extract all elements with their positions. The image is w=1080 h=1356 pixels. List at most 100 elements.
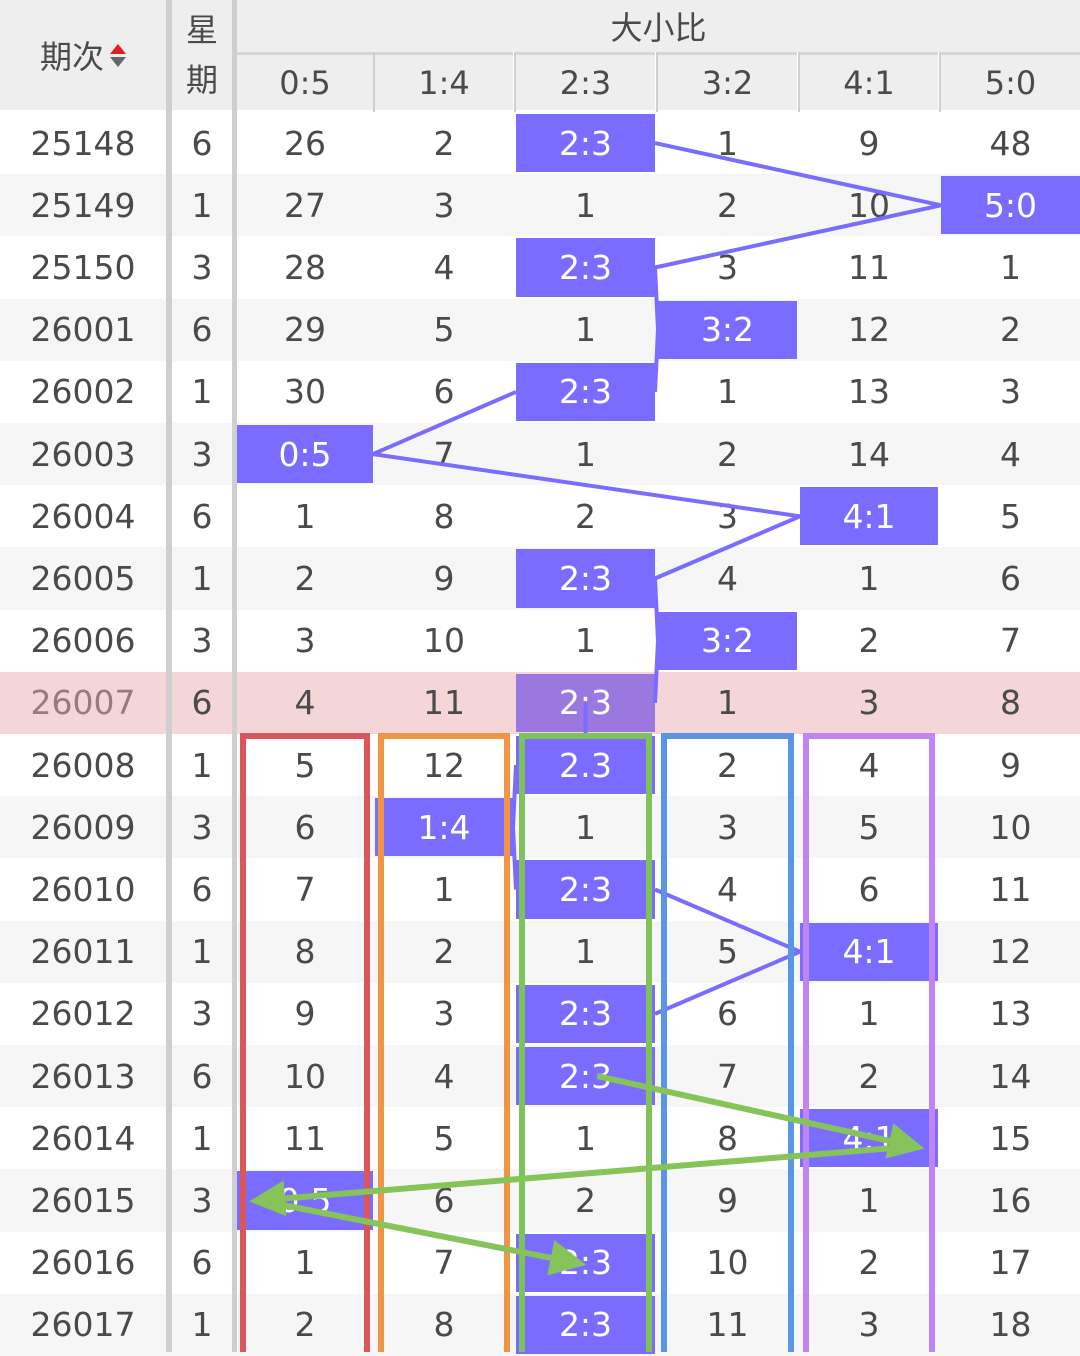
miss-count-cell: 4 <box>1000 434 1021 474</box>
miss-count-cell: 48 <box>989 123 1032 163</box>
miss-count-cell: 9 <box>294 994 316 1034</box>
weekday-cell: 6 <box>191 310 213 350</box>
miss-count-cell: 2 <box>1000 310 1021 350</box>
period-cell: 26002 <box>30 372 136 412</box>
period-header-label: 期次 <box>39 38 104 76</box>
miss-count-cell: 11 <box>706 1305 749 1345</box>
miss-count-cell: 8 <box>294 932 316 972</box>
period-column-header[interactable]: 期次 <box>0 0 166 110</box>
miss-count-cell: 9 <box>1000 745 1021 785</box>
miss-count-cell: 7 <box>717 1056 738 1096</box>
hit-ratio-cell: 1:4 <box>375 798 513 857</box>
period-cell: 26016 <box>30 1243 136 1283</box>
miss-count-cell: 2 <box>294 1305 316 1345</box>
miss-count-cell: 6 <box>433 372 455 412</box>
miss-count-cell: 7 <box>1000 621 1021 661</box>
weekday-cell: 1 <box>191 372 213 412</box>
sort-icon[interactable] <box>110 43 126 67</box>
ratio-group-header: 大小比 <box>237 0 1080 52</box>
miss-count-cell: 1 <box>433 869 455 909</box>
hit-ratio-cell: 3:2 <box>658 611 797 670</box>
hit-ratio-cell: 0:5 <box>237 1171 373 1230</box>
miss-count-cell: 16 <box>989 1180 1032 1220</box>
period-cell: 26007 <box>30 683 136 723</box>
miss-count-cell: 4 <box>717 869 738 909</box>
miss-count-cell: 9 <box>858 123 880 163</box>
column-divider <box>939 52 941 112</box>
miss-count-cell: 10 <box>284 1056 326 1096</box>
miss-count-cell: 9 <box>433 558 455 598</box>
miss-count-cell: 6 <box>858 869 880 909</box>
period-cell: 26010 <box>30 869 136 909</box>
miss-count-cell: 3 <box>858 683 880 723</box>
miss-count-cell: 6 <box>294 807 316 847</box>
weekday-cell: 1 <box>191 932 213 972</box>
weekday-column-header: 星 期 <box>171 0 233 110</box>
miss-count-cell: 11 <box>848 247 890 287</box>
miss-count-cell: 2 <box>575 496 596 536</box>
miss-count-cell: 3 <box>717 496 738 536</box>
miss-count-cell: 5 <box>433 1118 455 1158</box>
miss-count-cell: 11 <box>284 1118 326 1158</box>
miss-count-cell: 6 <box>1000 558 1021 598</box>
hit-ratio-cell: 2:3 <box>516 362 655 421</box>
miss-count-cell: 2 <box>433 932 455 972</box>
miss-count-cell: 1 <box>717 683 738 723</box>
hit-ratio-cell: 4:1 <box>800 1109 938 1168</box>
miss-count-cell: 6 <box>717 994 738 1034</box>
weekday-cell: 1 <box>191 558 213 598</box>
miss-count-cell: 10 <box>848 185 890 225</box>
miss-count-cell: 2 <box>858 621 880 661</box>
miss-count-cell: 2 <box>858 1243 880 1283</box>
weekday-header-bottom: 期 <box>185 61 218 99</box>
miss-count-cell: 11 <box>423 683 465 723</box>
miss-count-cell: 1 <box>575 434 596 474</box>
period-cell: 25150 <box>30 247 136 287</box>
miss-count-cell: 1 <box>1000 247 1021 287</box>
period-cell: 26006 <box>30 621 136 661</box>
period-cell: 26013 <box>30 1056 136 1096</box>
hit-ratio-cell: 2:3 <box>516 238 655 297</box>
hit-ratio-cell: 0:5 <box>237 425 373 484</box>
miss-count-cell: 9 <box>717 1180 738 1220</box>
miss-count-cell: 17 <box>989 1243 1032 1283</box>
hit-ratio-cell: 2:3 <box>516 114 655 173</box>
weekday-cell: 3 <box>191 434 213 474</box>
miss-count-cell: 12 <box>989 932 1032 972</box>
table-row <box>0 609 1080 672</box>
miss-count-cell: 1 <box>717 372 738 412</box>
weekday-cell: 1 <box>191 1305 213 1345</box>
miss-count-cell: 2 <box>717 434 738 474</box>
weekday-cell: 1 <box>191 1118 213 1158</box>
weekday-cell: 6 <box>191 1056 213 1096</box>
ratio-column-header: 2:3 <box>516 52 655 110</box>
miss-count-cell: 2 <box>433 123 455 163</box>
miss-count-cell: 1 <box>575 807 596 847</box>
period-cell: 26015 <box>30 1180 136 1220</box>
weekday-cell: 6 <box>191 1243 213 1283</box>
miss-count-cell: 10 <box>989 807 1032 847</box>
miss-count-cell: 8 <box>1000 683 1021 723</box>
miss-count-cell: 29 <box>284 310 326 350</box>
weekday-cell: 3 <box>191 621 213 661</box>
miss-count-cell: 27 <box>284 185 326 225</box>
miss-count-cell: 12 <box>423 745 465 785</box>
period-cell: 25148 <box>30 123 136 163</box>
miss-count-cell: 26 <box>284 123 326 163</box>
miss-count-cell: 1 <box>575 932 596 972</box>
miss-count-cell: 2 <box>717 185 738 225</box>
weekday-cell: 3 <box>191 1180 213 1220</box>
hit-ratio-cell: 2:3 <box>516 673 655 732</box>
period-cell: 25149 <box>30 185 136 225</box>
weekday-cell: 3 <box>191 247 213 287</box>
miss-count-cell: 3 <box>1000 372 1021 412</box>
miss-count-cell: 5 <box>294 745 316 785</box>
weekday-cell: 3 <box>191 807 213 847</box>
miss-count-cell: 3 <box>858 1305 880 1345</box>
ratio-column-header: 0:5 <box>237 52 373 110</box>
miss-count-cell: 2 <box>717 745 738 785</box>
period-cell: 26005 <box>30 558 136 598</box>
miss-count-cell: 1 <box>858 558 880 598</box>
miss-count-cell: 15 <box>989 1118 1032 1158</box>
miss-count-cell: 13 <box>989 994 1032 1034</box>
